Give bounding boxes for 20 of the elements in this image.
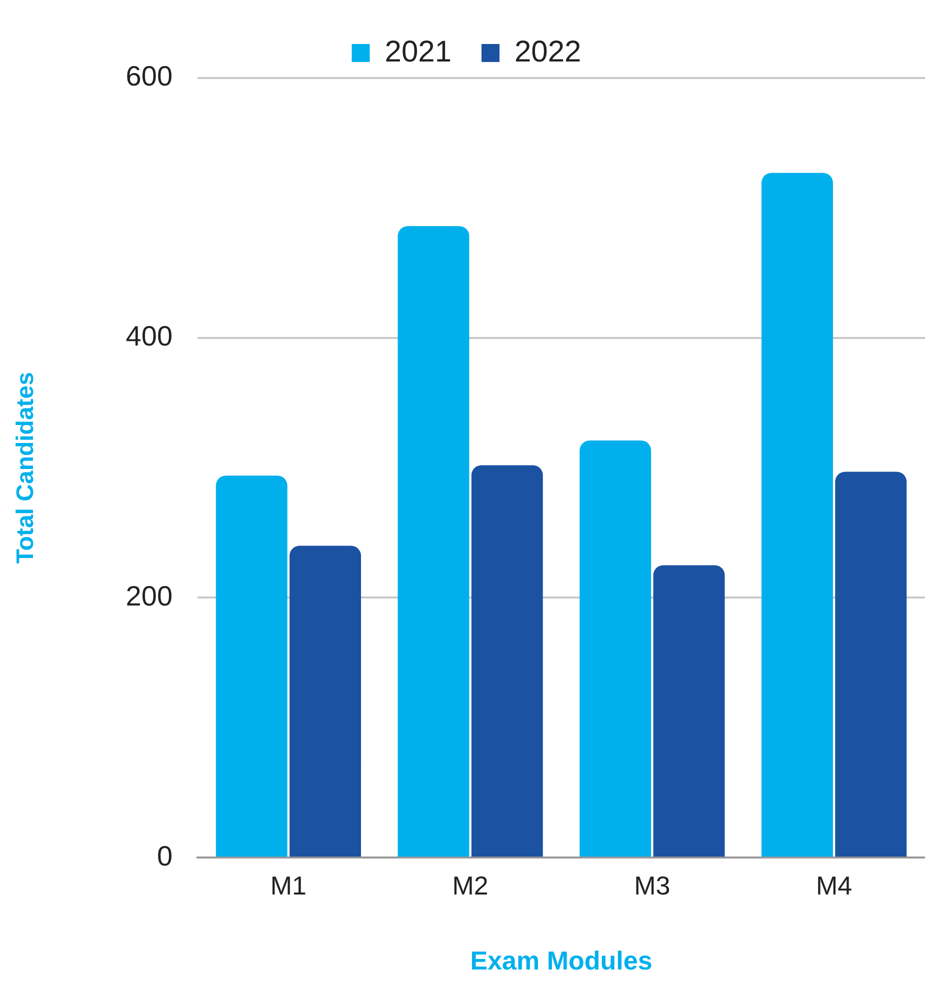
x-tick-label: M4 — [816, 870, 852, 900]
x-axis-title: Exam Modules — [470, 946, 652, 976]
y-axis-title: Total Candidates — [12, 372, 40, 564]
bar — [216, 476, 288, 857]
x-tick-label: M3 — [634, 870, 670, 900]
bar — [835, 472, 907, 857]
bar — [653, 565, 725, 857]
y-tick-label: 200 — [126, 580, 173, 612]
x-tick-label: M2 — [452, 870, 488, 900]
bar — [398, 226, 470, 857]
bar — [762, 172, 833, 857]
bar — [471, 465, 543, 857]
legend-label: 2021 — [384, 35, 452, 68]
y-tick-label: 400 — [126, 320, 173, 352]
x-tick-label: M1 — [270, 870, 307, 900]
legend-label: 2022 — [514, 35, 582, 68]
y-tick-label: 600 — [126, 60, 173, 92]
y-tick-label: 0 — [156, 840, 173, 872]
bar — [290, 546, 362, 857]
bar — [580, 440, 652, 857]
